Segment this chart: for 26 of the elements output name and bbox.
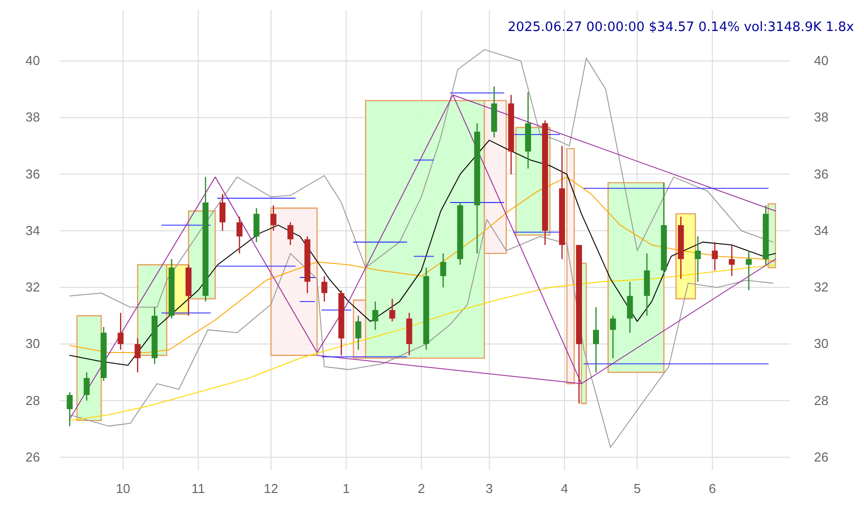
y2-tick-label: 28 [814, 392, 828, 408]
x-tick-label: 2 [418, 481, 425, 496]
y-tick-label: 40 [26, 53, 40, 68]
x-tick-label: 1 [342, 481, 350, 496]
x-tick-label: 6 [708, 481, 716, 496]
y-tick-label: 32 [26, 280, 40, 295]
y2-tick-label: 32 [814, 280, 828, 295]
y-tick-label: 38 [26, 110, 40, 125]
y-tick-label: 36 [26, 166, 40, 182]
x-tick-label: 4 [560, 481, 568, 496]
y-tick-label: 26 [26, 449, 40, 464]
x-tick-label: 12 [264, 481, 278, 496]
x-tick-label: 3 [486, 481, 493, 496]
x-tick-label: 11 [191, 481, 205, 496]
y-tick-label: 34 [26, 222, 40, 238]
x-tick-label: 10 [116, 481, 130, 496]
text: 2025.06.27 00:00:00 $34.57 0.14% vol:3148.9K 1.8x [508, 20, 854, 35]
y2-tick-label: 26 [814, 449, 828, 464]
y2-tick-label: 40 [814, 53, 828, 68]
y2-tick-label: 38 [814, 110, 828, 125]
y-tick-label: 30 [26, 336, 40, 352]
y2-tick-label: 36 [814, 166, 828, 182]
y-tick-label: 28 [26, 392, 40, 408]
y2-tick-label: 34 [814, 222, 828, 238]
x-tick-label: 5 [634, 481, 641, 496]
y2-tick-label: 30 [814, 336, 828, 352]
